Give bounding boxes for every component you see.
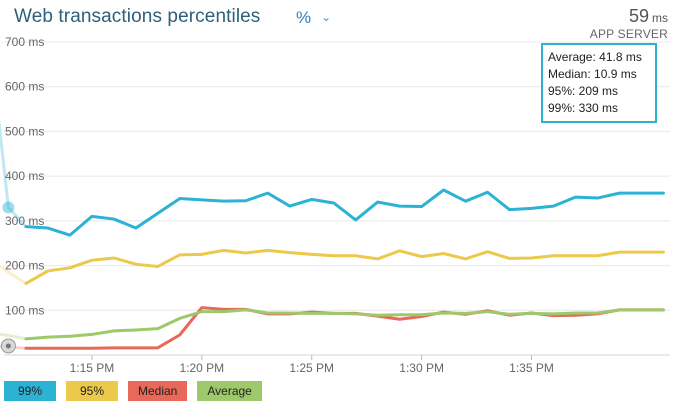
series-line (24, 248, 665, 285)
y-tick-label: 400 ms (5, 169, 44, 183)
unit-dropdown-label: % (296, 8, 312, 27)
y-tick-label: 600 ms (5, 80, 44, 94)
x-tick-label: 1:15 PM (70, 361, 115, 375)
chart-legend: 99% 95% Median Average (0, 381, 262, 401)
x-tick-label: 1:20 PM (179, 361, 224, 375)
chevron-down-icon: ⌄ (321, 10, 332, 24)
legend-95-label: 95% (79, 384, 105, 398)
hover-point-marker (2, 201, 15, 214)
faded-lead-line (0, 118, 28, 228)
x-tick-label: 1:30 PM (399, 361, 444, 375)
unit-dropdown[interactable]: % ⌄ (296, 8, 331, 28)
metric-value-number: 59 (628, 6, 649, 26)
tooltip-99: 99%: 330 ms (548, 101, 619, 115)
faded-lead-line (0, 264, 27, 285)
legend-average-label: Average (207, 384, 252, 398)
tooltip-95: 95%: 209 ms (548, 84, 619, 98)
hover-tooltip: Average: 41.8 ms Median: 10.9 ms 95%: 20… (541, 43, 657, 123)
y-tick-label: 200 ms (5, 259, 44, 273)
legend-95[interactable]: 95% (66, 381, 118, 401)
chart-title: Web transactions percentiles (14, 6, 261, 27)
scroll-handle-dot (5, 343, 11, 349)
tooltip-average: Average: 41.8 ms (548, 50, 642, 64)
faded-lead-line (0, 332, 27, 341)
y-tick-label: 500 ms (5, 124, 44, 138)
legend-median[interactable]: Median (128, 381, 188, 401)
series-line (24, 188, 665, 237)
y-tick-label: 100 ms (5, 303, 44, 317)
x-tick-label: 1:35 PM (509, 361, 554, 375)
legend-99-label: 99% (17, 384, 43, 398)
legend-average[interactable]: Average (197, 381, 262, 401)
y-tick-label: 300 ms (5, 214, 44, 228)
x-tick-label: 1:25 PM (289, 361, 334, 375)
y-tick-label: 700 ms (5, 35, 44, 49)
metric-value-unit: ms (652, 11, 668, 25)
metric-value: 59 ms (629, 6, 668, 27)
legend-99[interactable]: 99% (4, 381, 56, 401)
tooltip-median: Median: 10.9 ms (548, 67, 637, 81)
metric-label: APP SERVER (589, 27, 668, 41)
series-line (24, 308, 665, 341)
legend-median-label: Median (138, 384, 178, 398)
